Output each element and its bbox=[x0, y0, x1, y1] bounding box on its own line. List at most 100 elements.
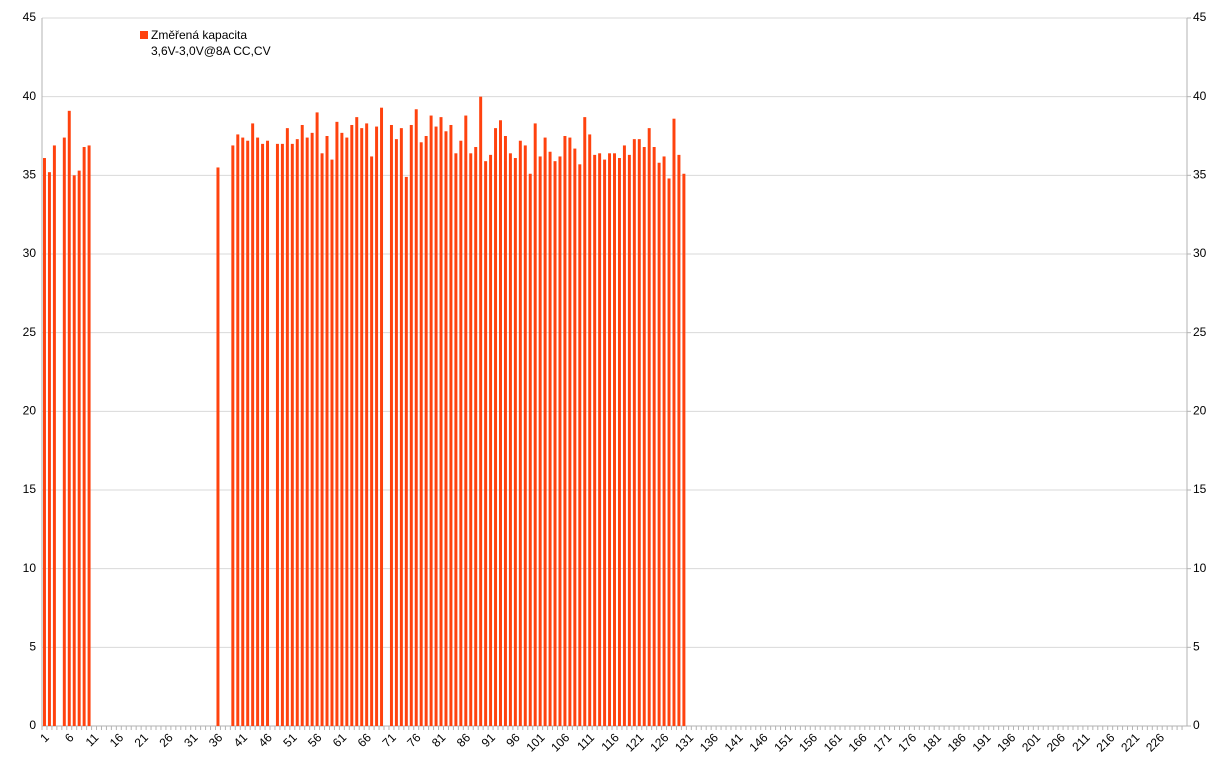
legend-swatch bbox=[140, 31, 148, 39]
bar bbox=[583, 117, 587, 727]
bar bbox=[613, 153, 616, 727]
bar bbox=[409, 124, 413, 726]
x-tick-label: 151 bbox=[771, 730, 795, 754]
bar bbox=[261, 143, 265, 726]
bar bbox=[300, 124, 304, 726]
x-tick-label: 11 bbox=[83, 730, 102, 749]
y-tick-label: 40 bbox=[23, 89, 37, 103]
bar bbox=[593, 154, 597, 726]
bar bbox=[454, 153, 458, 727]
bar bbox=[285, 128, 289, 727]
bar bbox=[627, 154, 631, 726]
bar bbox=[42, 158, 46, 726]
bar bbox=[320, 153, 324, 727]
bar bbox=[513, 158, 517, 726]
bar bbox=[444, 131, 448, 726]
y-tick-label: 5 bbox=[29, 640, 36, 654]
x-tick-label: 166 bbox=[846, 730, 870, 754]
bar bbox=[325, 136, 329, 726]
x-tick-label: 76 bbox=[404, 730, 424, 750]
bar bbox=[672, 118, 676, 726]
x-tick-label: 46 bbox=[256, 730, 276, 750]
bar bbox=[622, 145, 626, 726]
bar bbox=[538, 156, 542, 726]
x-tick-label: 191 bbox=[970, 730, 994, 754]
legend-label: Změřená kapacita bbox=[151, 28, 247, 42]
bar bbox=[518, 140, 522, 727]
x-tick-label: 201 bbox=[1019, 730, 1043, 754]
bar bbox=[469, 153, 473, 727]
bar bbox=[82, 147, 86, 727]
x-tick-label: 221 bbox=[1118, 730, 1142, 754]
bar bbox=[439, 117, 443, 727]
x-tick-label: 51 bbox=[280, 730, 300, 750]
bar bbox=[563, 136, 567, 726]
bar bbox=[414, 109, 418, 726]
x-tick-label: 176 bbox=[895, 730, 919, 754]
bar bbox=[236, 134, 240, 727]
y-tick-label: 45 bbox=[23, 10, 37, 24]
x-tick-label: 211 bbox=[1069, 730, 1093, 754]
bar bbox=[459, 140, 463, 727]
bar bbox=[667, 178, 671, 727]
y-tick-label: 20 bbox=[23, 404, 37, 418]
x-tick-label: 226 bbox=[1143, 730, 1167, 754]
bar bbox=[280, 143, 284, 726]
bar bbox=[340, 132, 344, 726]
x-tick-label: 181 bbox=[920, 730, 944, 754]
bar bbox=[424, 136, 428, 726]
bar bbox=[47, 172, 51, 727]
x-tick-label: 16 bbox=[107, 730, 127, 750]
y-tick-label: 0 bbox=[29, 718, 36, 732]
bar bbox=[449, 124, 453, 726]
x-tick-label: 131 bbox=[672, 730, 696, 754]
bar bbox=[434, 126, 438, 726]
bar bbox=[553, 161, 557, 726]
bar bbox=[295, 139, 299, 726]
y2-tick-label: 45 bbox=[1193, 10, 1207, 24]
bar bbox=[528, 173, 532, 726]
bar bbox=[266, 140, 270, 727]
bar bbox=[380, 107, 384, 727]
x-tick-label: 61 bbox=[330, 730, 350, 750]
y2-tick-label: 20 bbox=[1193, 404, 1207, 418]
bar bbox=[558, 156, 562, 726]
bar bbox=[404, 176, 408, 726]
y2-tick-label: 5 bbox=[1193, 640, 1200, 654]
bar bbox=[246, 140, 250, 727]
y2-tick-label: 0 bbox=[1193, 718, 1200, 732]
bar bbox=[489, 154, 493, 726]
bar bbox=[677, 154, 681, 726]
bar bbox=[603, 159, 607, 727]
x-tick-label: 56 bbox=[305, 730, 325, 750]
x-tick-label: 36 bbox=[206, 730, 226, 750]
bar bbox=[503, 136, 507, 726]
bar bbox=[370, 156, 374, 726]
y2-tick-label: 40 bbox=[1193, 89, 1207, 103]
bar bbox=[216, 167, 220, 726]
bar bbox=[419, 142, 423, 726]
bar bbox=[72, 175, 76, 727]
x-tick-label: 31 bbox=[181, 730, 201, 750]
y-tick-label: 15 bbox=[23, 482, 37, 496]
bar bbox=[484, 161, 488, 726]
bar bbox=[647, 128, 651, 727]
bar bbox=[652, 147, 656, 727]
bar bbox=[479, 96, 483, 726]
bar bbox=[389, 124, 393, 726]
x-tick-label: 126 bbox=[647, 730, 671, 754]
y2-tick-label: 15 bbox=[1193, 482, 1207, 496]
x-tick-label: 106 bbox=[548, 730, 572, 754]
x-tick-label: 81 bbox=[429, 730, 449, 750]
bar bbox=[52, 145, 56, 726]
bar bbox=[662, 156, 666, 726]
bar bbox=[494, 128, 498, 727]
bar bbox=[310, 132, 314, 726]
bar bbox=[533, 123, 537, 726]
x-tick-label: 91 bbox=[479, 730, 499, 750]
bar bbox=[474, 147, 478, 727]
bar bbox=[568, 137, 572, 726]
bar bbox=[429, 115, 433, 726]
bar bbox=[608, 153, 612, 727]
bar bbox=[632, 139, 636, 726]
